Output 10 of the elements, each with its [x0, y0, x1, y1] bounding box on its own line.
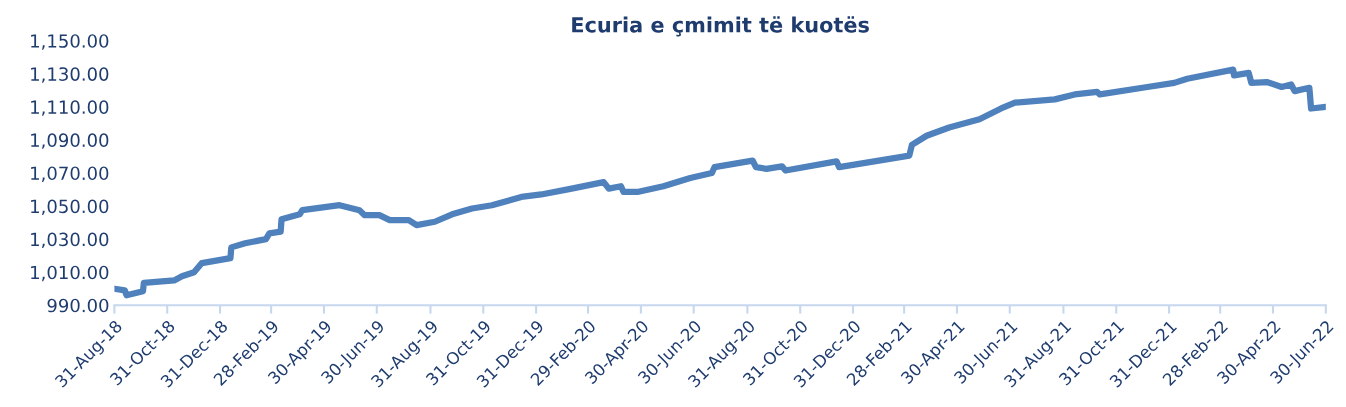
y-tick-label: 1,050.00	[31, 199, 109, 215]
chart-title: Ecuria e çmimit të kuotës	[572, 16, 869, 37]
y-tick-label: 1,150.00	[31, 34, 109, 50]
y-tick-label: 1,090.00	[31, 133, 109, 149]
y-tick-label: 990.00	[47, 298, 109, 313]
y-tick-label: 1,010.00	[31, 265, 109, 282]
y-tick-label: 1,030.00	[31, 232, 109, 249]
y-tick-label: 1,110.00	[31, 100, 109, 116]
y-tick-label: 1,130.00	[31, 67, 109, 83]
y-tick-label: 1,070.00	[31, 166, 109, 182]
